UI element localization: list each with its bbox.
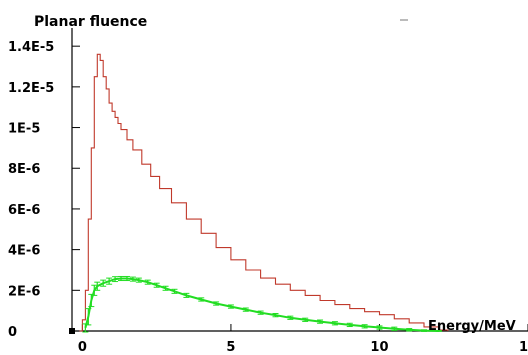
series-errorbar-line — [84, 277, 439, 332]
y-tick-label: 1E-5 — [8, 122, 40, 137]
y-tick-label: 6E-6 — [8, 203, 40, 218]
y-tick-label: 1.4E-5 — [8, 40, 54, 55]
x-tick-label: 15 — [519, 340, 528, 355]
x-tick-label: 5 — [226, 340, 235, 355]
x-tick-label: 0 — [78, 340, 87, 355]
y-tick-label: 1.2E-5 — [8, 81, 54, 96]
series-histogram-line — [79, 53, 449, 332]
plot-area: 0 2E-6 4E-6 6E-6 8E-6 1E-5 1.2E-5 1.4E-5 0 5 10 15 — [8, 28, 528, 355]
y-tick-label: 4E-6 — [8, 244, 40, 259]
x-axis-label: Energy/MeV — [428, 319, 516, 334]
x-tick-label: 10 — [370, 340, 388, 355]
chart-title: Planar fluence — [34, 14, 147, 30]
y-tick-label: 8E-6 — [8, 162, 40, 177]
y-tick-label: 0 — [8, 325, 17, 340]
y-tick-label: 2E-6 — [8, 284, 40, 299]
